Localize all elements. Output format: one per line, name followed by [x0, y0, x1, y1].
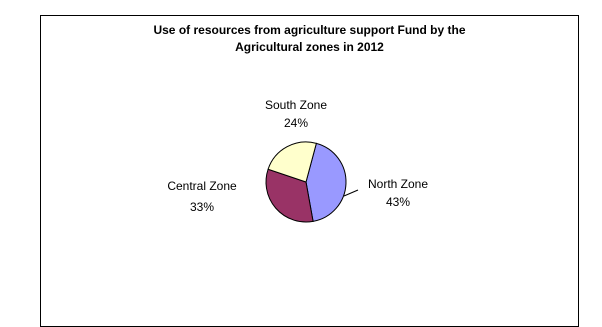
pie-chart: South Zone 24% North Zone 43% Central Zo…: [167, 98, 428, 223]
slice-label-central-zone-value: 33%: [190, 200, 214, 214]
slice-label-north-zone-value: 43%: [386, 195, 410, 209]
chart-title: Use of resources from agriculture suppor…: [40, 22, 579, 56]
chart-title-line-1: Use of resources from agriculture suppor…: [153, 23, 466, 37]
slice-label-central-zone-name: Central Zone: [167, 179, 237, 193]
slice-label-south-zone-value: 24%: [284, 116, 308, 130]
pie-slice-central-zone: [265, 168, 314, 223]
pie-slice-south-zone: [267, 141, 317, 183]
chart-title-line-2: Agricultural zones in 2012: [235, 40, 384, 54]
pie-slice-north-zone: [305, 142, 347, 222]
slice-label-south-zone-name: South Zone: [265, 98, 327, 112]
slice-label-north-zone-name: North Zone: [368, 177, 428, 191]
leader-line-north-zone: [343, 189, 359, 197]
